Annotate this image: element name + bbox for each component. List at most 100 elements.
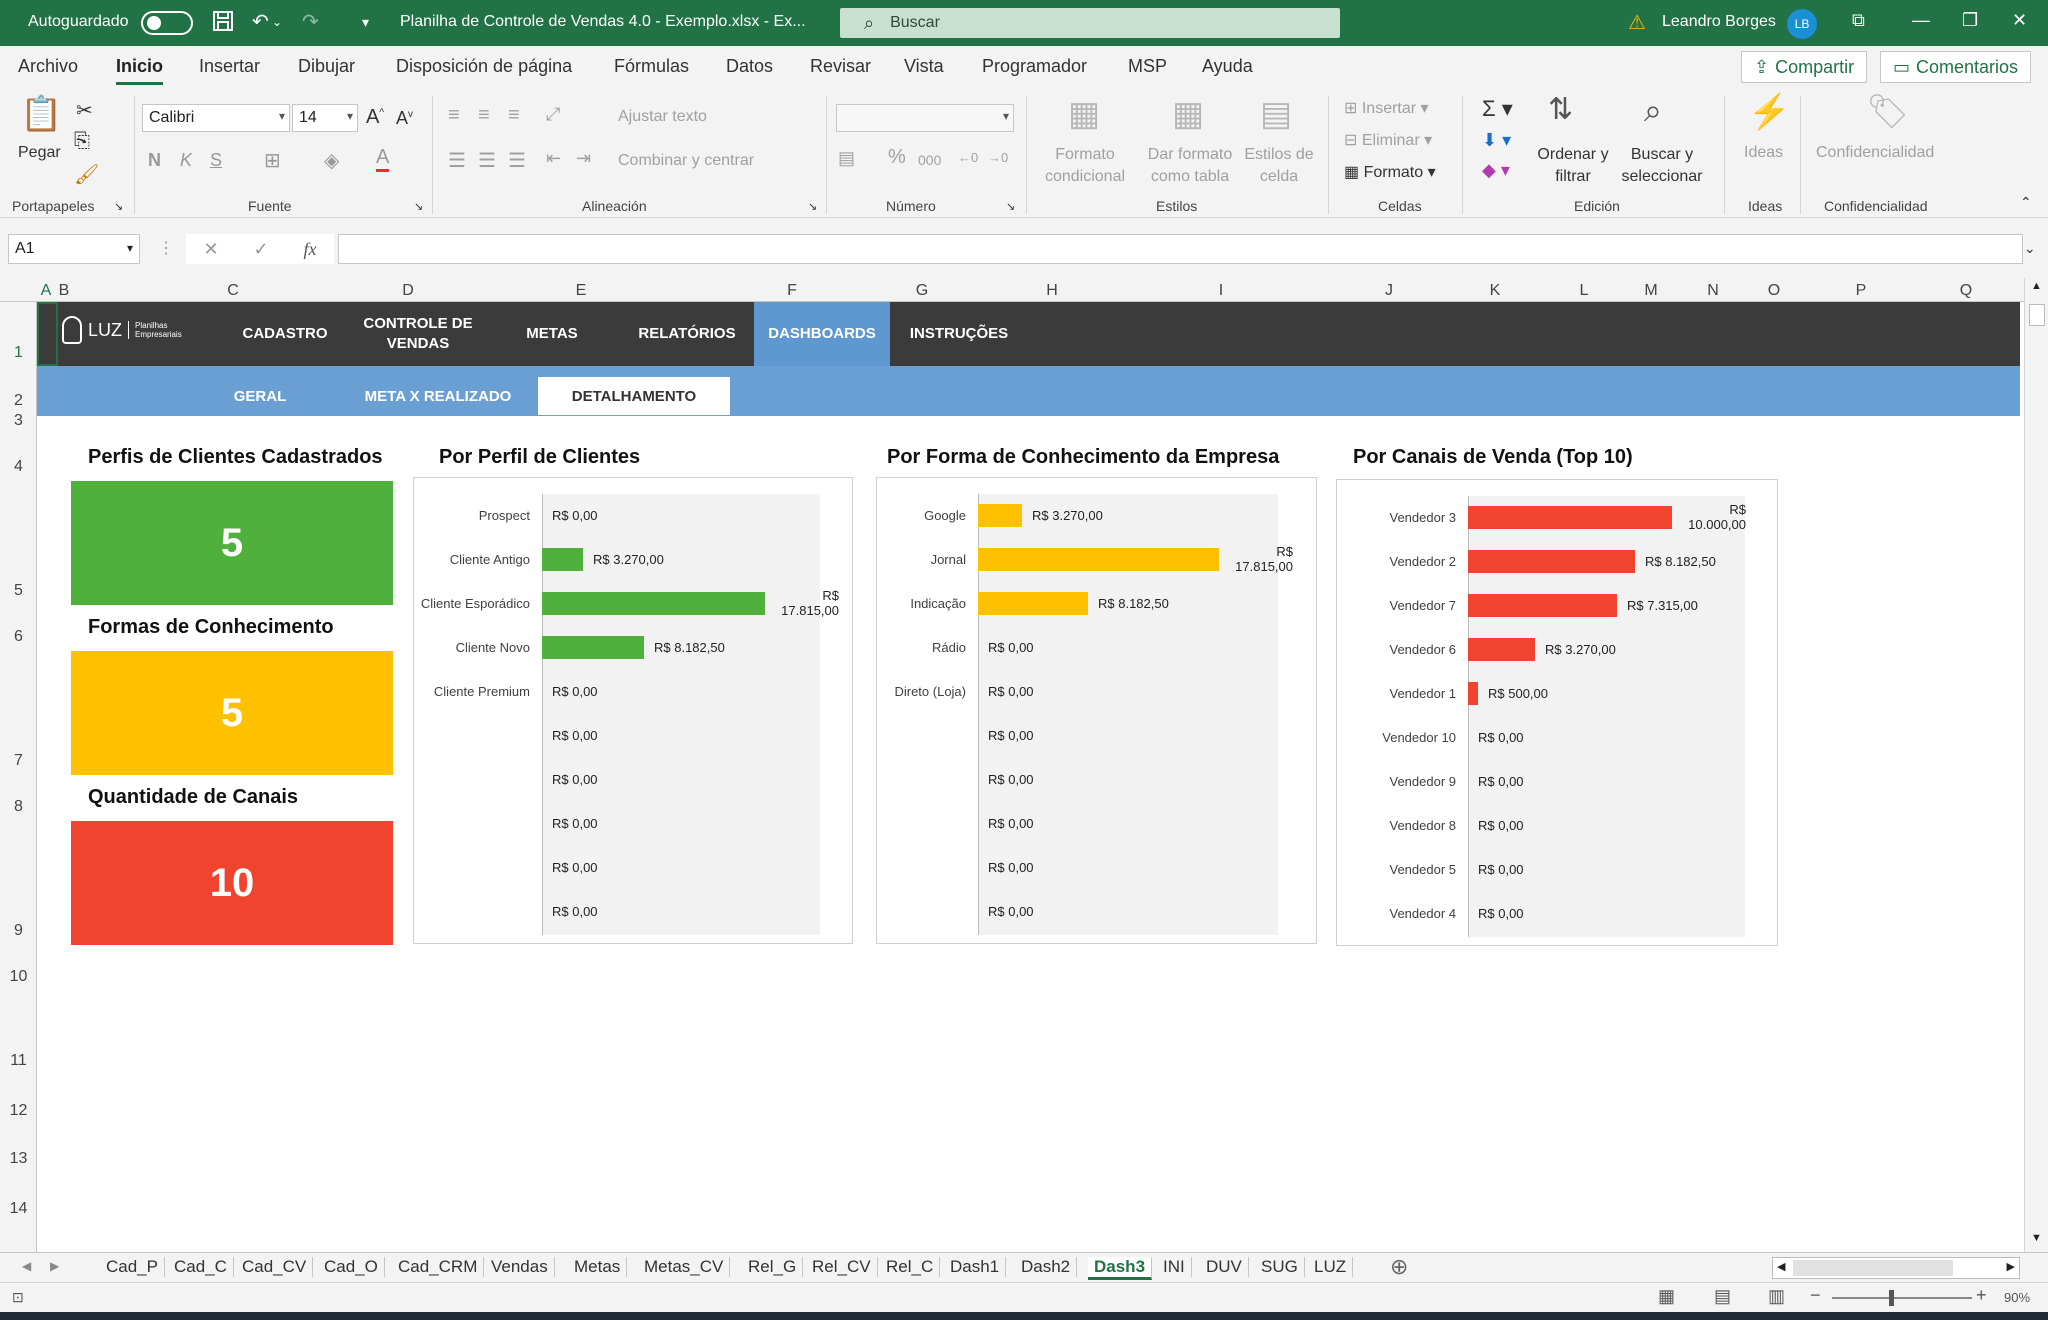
- paste-label[interactable]: Pegar: [18, 144, 61, 161]
- decrease-decimal-icon[interactable]: →0: [988, 150, 1009, 165]
- column-header[interactable]: I: [1218, 282, 1224, 299]
- font-launcher-icon[interactable]: ↘: [414, 201, 424, 213]
- format-table-button[interactable]: Dar formato como tabla: [1147, 146, 1233, 185]
- enter-icon[interactable]: ✓: [253, 238, 269, 259]
- shrink-font-icon[interactable]: Av: [396, 108, 414, 128]
- sheet-tab-dash2[interactable]: Dash2: [1015, 1257, 1078, 1277]
- cell-styles-icon[interactable]: ▤: [1260, 95, 1293, 133]
- row-header[interactable]: 6: [14, 628, 23, 645]
- format-painter-icon[interactable]: 🖌: [74, 164, 100, 186]
- column-header[interactable]: Q: [1959, 282, 1973, 299]
- fill-color-icon[interactable]: ◈: [324, 150, 340, 172]
- sheet-tab-dash1[interactable]: Dash1: [944, 1257, 1007, 1277]
- ideas-button[interactable]: Ideas: [1744, 144, 1784, 161]
- next-sheet-icon[interactable]: ▶: [50, 1259, 60, 1273]
- tab-dibujar[interactable]: Dibujar: [298, 56, 356, 76]
- row-header[interactable]: 8: [14, 798, 23, 815]
- row-header[interactable]: 10: [9, 968, 28, 985]
- font-color-icon[interactable]: A: [376, 146, 390, 172]
- insert-function-icon[interactable]: fx: [303, 238, 317, 259]
- format-table-icon[interactable]: ▦: [1172, 95, 1205, 133]
- row-header[interactable]: 9: [14, 922, 23, 939]
- zoom-slider-thumb[interactable]: [1889, 1290, 1894, 1306]
- share-button[interactable]: ⇪ Compartir: [1741, 51, 1868, 83]
- sheet-tab-vendas[interactable]: Vendas: [485, 1257, 555, 1277]
- tab-datos[interactable]: Datos: [726, 56, 774, 76]
- name-box[interactable]: A1 ▾: [8, 234, 140, 264]
- tab-inicio[interactable]: Inicio: [116, 56, 164, 85]
- conditional-format-button[interactable]: Formato condicional: [1044, 146, 1126, 185]
- tab-disposicion[interactable]: Disposición de página: [396, 56, 573, 76]
- clear-icon[interactable]: ◆ ▾: [1482, 160, 1510, 180]
- user-name[interactable]: Leandro Borges: [1662, 13, 1776, 30]
- grow-font-icon[interactable]: A^: [366, 106, 385, 128]
- column-header[interactable]: N: [1707, 282, 1719, 299]
- selected-cell-a1[interactable]: [37, 302, 58, 366]
- orientation-icon[interactable]: ⤢: [546, 104, 561, 124]
- column-header[interactable]: L: [1579, 282, 1589, 299]
- insert-cells-button[interactable]: ⊞ Insertar ▾: [1344, 100, 1429, 117]
- sheet-tab-rel-g[interactable]: Rel_G: [742, 1257, 804, 1277]
- font-name-select[interactable]: Calibri ▾: [142, 104, 290, 132]
- minimize-icon[interactable]: —: [1912, 10, 1930, 30]
- close-icon[interactable]: ✕: [2012, 10, 2028, 30]
- tab-msp[interactable]: MSP: [1128, 56, 1168, 76]
- column-header[interactable]: O: [1767, 282, 1781, 299]
- number-format-select[interactable]: ▾: [836, 104, 1014, 132]
- align-middle-icon[interactable]: ≡: [478, 104, 490, 126]
- subnav-geral[interactable]: GERAL: [233, 387, 287, 405]
- row-header[interactable]: 11: [10, 1052, 27, 1069]
- sheet-tab-metas-cv[interactable]: Metas_CV: [638, 1257, 731, 1277]
- row-header[interactable]: 4: [14, 458, 23, 475]
- warning-icon[interactable]: ⚠: [1628, 12, 1646, 34]
- hscroll-thumb[interactable]: [1793, 1260, 1953, 1276]
- column-header[interactable]: P: [1855, 282, 1867, 299]
- clipboard-launcher-icon[interactable]: ↘: [114, 201, 124, 213]
- add-sheet-icon[interactable]: ⊕: [1390, 1254, 1409, 1279]
- sensitivity-icon[interactable]: 🏷: [1866, 93, 1910, 131]
- sheet-tab-rel-c[interactable]: Rel_C: [880, 1257, 941, 1277]
- fill-icon[interactable]: ⬇ ▾: [1482, 130, 1512, 150]
- ribbon-display-icon[interactable]: ⧉: [1852, 10, 1865, 30]
- macro-record-icon[interactable]: ⊡: [12, 1289, 24, 1305]
- column-header[interactable]: K: [1489, 282, 1501, 299]
- zoom-out-icon[interactable]: −: [1810, 1285, 1821, 1305]
- confidentiality-button[interactable]: Confidencialidad: [1816, 144, 1935, 161]
- find-select-icon[interactable]: ⌕: [1644, 92, 1662, 128]
- vertical-scrollbar[interactable]: ▲ ▼: [2024, 278, 2048, 1252]
- prev-sheet-icon[interactable]: ◀: [22, 1259, 32, 1273]
- format-cells-button[interactable]: ▦ Formato ▾: [1344, 164, 1436, 181]
- sheet-tab-cad-cv[interactable]: Cad_CV: [236, 1257, 314, 1277]
- nav-relatorios[interactable]: RELATÓRIOS: [638, 325, 736, 342]
- search-box[interactable]: ⌕ Buscar: [840, 8, 1340, 38]
- align-bottom-icon[interactable]: ≡: [508, 104, 520, 126]
- row-header[interactable]: 12: [9, 1102, 28, 1119]
- zoom-level[interactable]: 90%: [2004, 1290, 2031, 1305]
- column-header[interactable]: C: [227, 282, 239, 299]
- italic-button[interactable]: K: [180, 150, 193, 170]
- customize-toolbar-icon[interactable]: ▾: [362, 14, 370, 30]
- undo-icon[interactable]: ↶: [252, 11, 269, 33]
- column-header[interactable]: F: [787, 282, 797, 299]
- sheet-tab-ini[interactable]: INI: [1157, 1257, 1192, 1277]
- autosave-toggle[interactable]: [141, 11, 193, 35]
- horizontal-scrollbar[interactable]: ◀ ▶: [1772, 1257, 2020, 1279]
- sheet-tab-cad-c[interactable]: Cad_C: [168, 1257, 234, 1277]
- row-header[interactable]: 5: [14, 582, 23, 599]
- tab-vista[interactable]: Vista: [904, 56, 944, 76]
- tab-ayuda[interactable]: Ayuda: [1202, 56, 1253, 76]
- tab-archivo[interactable]: Archivo: [18, 56, 79, 76]
- comments-button[interactable]: ▭ Comentarios: [1880, 51, 2032, 83]
- redo-icon[interactable]: ↷: [302, 11, 319, 33]
- row-header[interactable]: 7: [14, 752, 23, 769]
- subnav-meta-realizado[interactable]: META X REALIZADO: [364, 387, 512, 405]
- merge-center-button[interactable]: Combinar y centrar: [618, 152, 755, 169]
- column-header[interactable]: G: [915, 282, 929, 299]
- underline-button[interactable]: S: [210, 150, 223, 170]
- comma-style-icon[interactable]: 000: [918, 152, 942, 168]
- copy-icon[interactable]: ⎘: [74, 130, 90, 152]
- number-launcher-icon[interactable]: ↘: [1006, 201, 1016, 213]
- percent-icon[interactable]: %: [888, 146, 906, 168]
- nav-cadastro[interactable]: CADASTRO: [242, 325, 328, 342]
- borders-icon[interactable]: ⊞: [264, 150, 281, 172]
